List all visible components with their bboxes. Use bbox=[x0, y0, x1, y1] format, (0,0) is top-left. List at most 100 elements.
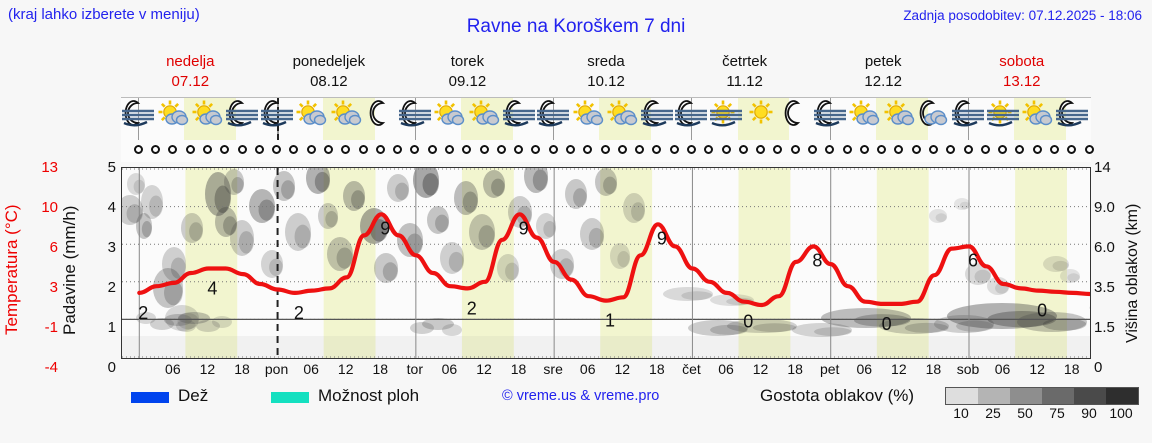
temperature-tick: 13 bbox=[41, 159, 58, 176]
temperature-point-label: 0 bbox=[882, 314, 892, 334]
time-tick-label: 18 bbox=[925, 361, 942, 377]
rain-legend-label: Dež bbox=[178, 386, 209, 405]
cloud-blob bbox=[177, 312, 199, 330]
sun-cloud-icon bbox=[158, 100, 189, 126]
time-tick-label: 06 bbox=[579, 361, 596, 377]
sun-cloud-icon bbox=[434, 100, 465, 126]
sun-fog-icon bbox=[986, 100, 1019, 127]
cloud-density-legend-label: Gostota oblakov (%) bbox=[760, 386, 915, 405]
day-name: sreda bbox=[587, 53, 625, 70]
hour-marker bbox=[842, 145, 852, 154]
cloud-blob bbox=[959, 201, 970, 210]
cloud-blob bbox=[543, 220, 556, 238]
temperature-tick: 6 bbox=[49, 239, 58, 256]
cloud-blob bbox=[1067, 273, 1080, 283]
weather-icon-slot bbox=[1020, 98, 1054, 140]
cloud-blob bbox=[631, 202, 645, 221]
cloud-blob bbox=[1052, 260, 1069, 271]
time-tick-label: pon bbox=[264, 361, 289, 377]
day-header-nedelja: nedelja 07.12 bbox=[121, 52, 260, 94]
temperature-point-label: 2 bbox=[138, 303, 148, 323]
cloud-blob bbox=[879, 318, 949, 334]
weather-icon-slot bbox=[294, 98, 328, 140]
cloud-blob bbox=[623, 193, 645, 223]
daylight-band bbox=[737, 98, 790, 140]
cloud-blob bbox=[688, 320, 748, 336]
cloud-blob bbox=[610, 243, 630, 269]
cloud-blob bbox=[413, 168, 439, 198]
cloud-blob bbox=[440, 242, 464, 274]
cloud-blob bbox=[306, 168, 330, 194]
day-name: ponedeljek bbox=[292, 53, 366, 70]
weather-icon-slot bbox=[363, 98, 397, 140]
cloud-blob bbox=[956, 320, 994, 332]
cloud-density-ramp-cell bbox=[946, 388, 978, 404]
temperature-point-label: 2 bbox=[294, 303, 304, 323]
precip-blob bbox=[442, 324, 462, 336]
cloud-blob bbox=[427, 206, 449, 234]
weather-icon-strip bbox=[121, 97, 1091, 140]
cloud-blob bbox=[904, 322, 949, 333]
cloud-blob bbox=[536, 213, 556, 239]
cloud-density-ramp-label: 100 bbox=[1109, 405, 1133, 421]
cloud-blob bbox=[478, 225, 495, 248]
weather-icon-slot bbox=[847, 98, 881, 140]
cloud-blob bbox=[454, 181, 478, 215]
cloud-blob bbox=[965, 263, 991, 285]
cloud-blob bbox=[249, 189, 275, 223]
cloud-blob bbox=[165, 305, 199, 331]
cloud-blob bbox=[374, 253, 398, 283]
weather-icon-slot bbox=[709, 98, 743, 140]
moon-fog-icon bbox=[675, 100, 708, 127]
hour-marker bbox=[1084, 145, 1094, 154]
precipitation-axis-title: Padavine (mm/h) bbox=[60, 205, 79, 335]
time-tick-label: 12 bbox=[337, 361, 354, 377]
cloud-blob bbox=[681, 291, 713, 301]
cloud-blob bbox=[258, 199, 275, 221]
time-tick-label: 12 bbox=[752, 361, 769, 377]
weather-icon-slot bbox=[190, 98, 224, 140]
precipitation-tick: 1 bbox=[107, 319, 116, 336]
weather-icon-slot bbox=[502, 98, 536, 140]
cloud-blob bbox=[663, 287, 713, 301]
day-header-torek: torek 09.12 bbox=[398, 52, 537, 94]
cloud-density-ramp-cell bbox=[1106, 388, 1138, 404]
cloud-blob bbox=[189, 222, 203, 241]
cloud-blob bbox=[325, 210, 338, 228]
temperature-point-label: 1 bbox=[605, 311, 615, 331]
day-name: četrtek bbox=[722, 53, 768, 70]
cloud-blob bbox=[224, 169, 244, 195]
cloud-blob bbox=[573, 188, 587, 207]
cloud-blob bbox=[181, 213, 203, 243]
temperature-axis-title: Temperatura (°C) bbox=[2, 204, 21, 336]
hour-marker bbox=[375, 145, 385, 154]
hour-marker bbox=[790, 145, 800, 154]
daylight-band bbox=[738, 168, 791, 358]
sun-cloud-icon bbox=[331, 100, 361, 126]
cloud-blob bbox=[491, 178, 505, 197]
time-tick-label: 06 bbox=[994, 361, 1011, 377]
cloud-blob bbox=[122, 195, 143, 225]
moon-fog-icon bbox=[122, 100, 155, 127]
day-header-četrtek: četrtek 11.12 bbox=[675, 52, 814, 94]
hour-marker bbox=[410, 145, 420, 154]
hour-marker bbox=[1015, 145, 1025, 154]
hour-marker bbox=[756, 145, 766, 154]
moon-fog-icon bbox=[502, 100, 535, 127]
cloud-blob bbox=[351, 190, 365, 209]
weather-icon-slot bbox=[260, 98, 294, 140]
time-tick-label: 06 bbox=[303, 361, 319, 377]
time-axis-labels: 06 12 18 pon 06 12 18 tor 06 12 18 sre 06 12 18 čet 06 12… bbox=[121, 359, 1091, 383]
sun-cloud-icon bbox=[469, 100, 500, 126]
day-header-sreda: sreda 10.12 bbox=[537, 52, 676, 94]
cloud-blob bbox=[565, 179, 587, 209]
cloud-blob bbox=[422, 173, 439, 196]
hour-marker bbox=[963, 145, 973, 154]
temperature-tick: -1 bbox=[44, 319, 58, 336]
cloud-blob bbox=[974, 269, 991, 284]
cloud-blob bbox=[483, 170, 505, 198]
hour-marker bbox=[1067, 145, 1077, 154]
time-tick-label: 06 bbox=[856, 361, 873, 377]
moon-icon bbox=[784, 100, 801, 126]
cloud-blob bbox=[395, 182, 409, 201]
